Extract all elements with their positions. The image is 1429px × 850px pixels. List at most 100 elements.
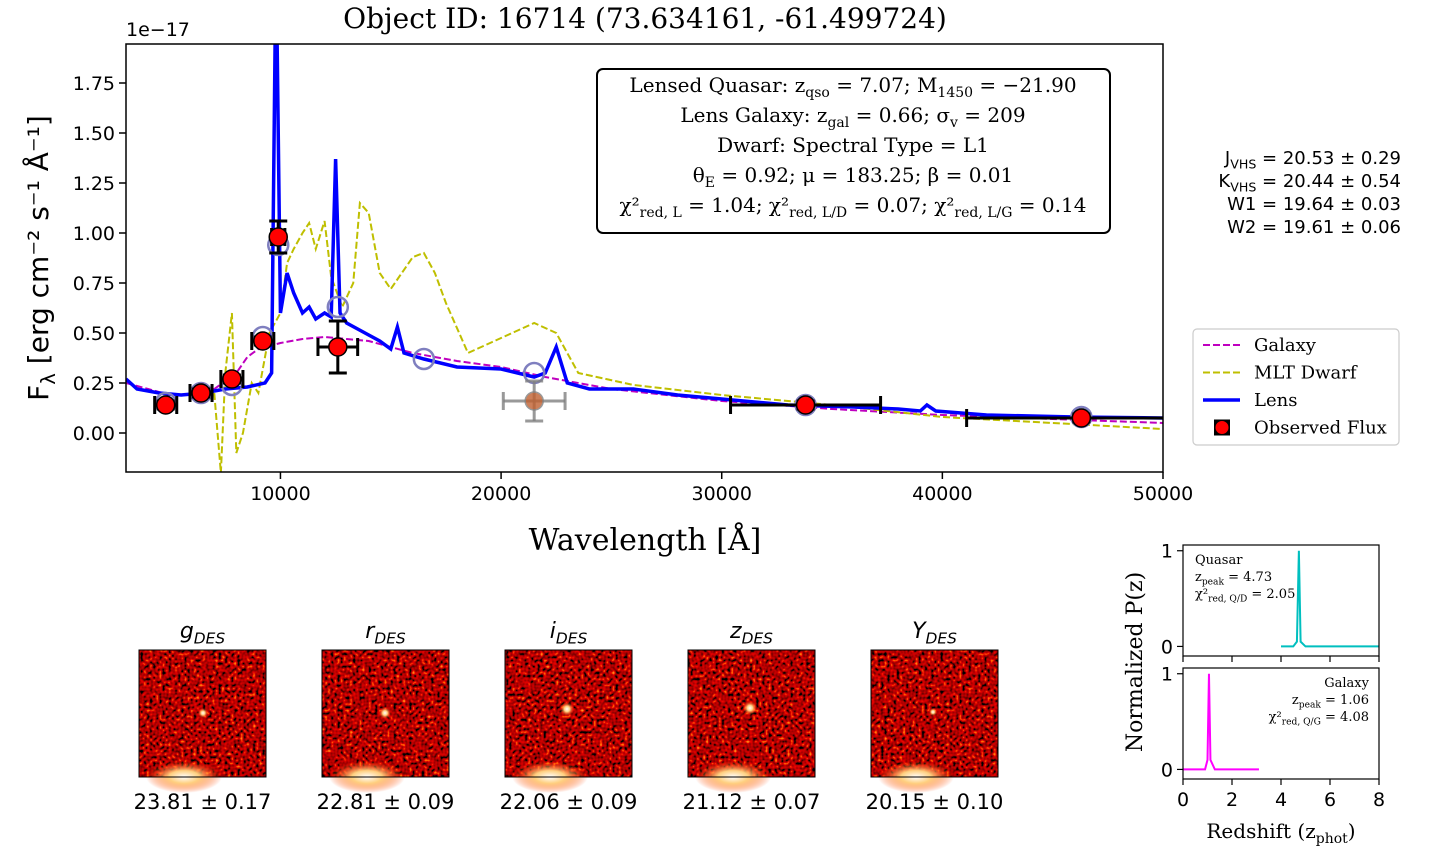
text-part: = 7.07; M (830, 73, 938, 97)
x-tick-label: 50000 (1133, 483, 1193, 505)
cutout-source (379, 707, 391, 719)
y-tick-label: 1.50 (73, 123, 115, 145)
data-point (1071, 408, 1092, 428)
text-part: [erg cm⁻² s⁻¹ Å⁻¹] (21, 115, 55, 373)
cutout-frame (870, 649, 999, 778)
band-label: YDES (912, 619, 957, 648)
model-point (326, 295, 350, 319)
text-part: r (365, 619, 376, 644)
y-axis-label: Normalized P(z) (1123, 572, 1148, 752)
data-point (524, 391, 544, 411)
text-part: peak (1202, 577, 1225, 587)
data-point (222, 369, 242, 389)
data-point (253, 331, 273, 351)
pz-annotation: Quasar (1195, 553, 1243, 568)
text-part: red, L/D (789, 205, 847, 221)
text-part: = 0.92; μ = 183.25; β = 0.01 (715, 163, 1013, 187)
x-tick-label: 2 (1226, 789, 1238, 811)
y-tick-label: 1 (1161, 541, 1173, 563)
pz-annotation: zpeak = 1.06 (1292, 693, 1369, 710)
text-part: χ² (1269, 710, 1282, 725)
pz-annotation: Galaxy (1324, 676, 1369, 691)
text-part: z (1195, 570, 1202, 585)
text-part: red, Q/D (1208, 594, 1247, 604)
text-part: z (729, 619, 742, 644)
pz-curve (1281, 550, 1379, 648)
text-part: = −21.90 (973, 73, 1077, 97)
text-part: DES (742, 630, 774, 648)
x-tick-label: 20000 (471, 483, 531, 505)
y-axis-label: Fλ [erg cm⁻² s⁻¹ Å⁻¹] (21, 115, 60, 401)
text-part: DES (374, 630, 406, 648)
x-tick-label: 40000 (912, 483, 972, 505)
annotation-line: χ²red, L = 1.04; χ²red, L/D = 0.07; χ²re… (620, 193, 1087, 221)
cutout-source (929, 708, 937, 716)
cutout-frame (321, 649, 450, 778)
text-part: J (1224, 148, 1230, 169)
text-part: z (1292, 693, 1299, 708)
annotation-line: Lensed Quasar: zqso = 7.07; M1450 = −21.… (629, 73, 1076, 101)
text-part: = 0.07; χ² (847, 193, 954, 217)
pz-annotation: zpeak = 4.73 (1195, 570, 1272, 587)
line-series (126, 335, 1163, 424)
plot-frame (125, 43, 1164, 473)
text-part: = 20.53 ± 0.29 (1256, 148, 1401, 169)
y-tick-label: 0.00 (73, 423, 115, 445)
text-part: λ (37, 373, 60, 385)
x-axis-label: Redshift (zphot) (1206, 819, 1355, 847)
y-tick-label: 1.00 (73, 223, 115, 245)
text-part: = 4.73 (1224, 570, 1272, 585)
magnitude-text: W1 = 19.64 ± 0.03 (1227, 194, 1401, 215)
legend-swatch (1214, 420, 1230, 435)
annotation-line: θE = 0.92; μ = 183.25; β = 0.01 (693, 163, 1014, 191)
text-part: = 20.44 ± 0.54 (1256, 171, 1401, 192)
x-tick-label: 8 (1373, 789, 1385, 811)
text-part: = 0.14 (1012, 193, 1086, 217)
magnitude-text: JVHS = 20.53 ± 0.29 (1224, 148, 1401, 172)
text-part: red, L (640, 205, 682, 221)
cutout-magnitude: 23.81 ± 0.17 (134, 790, 272, 814)
text-part: χ² (1195, 587, 1208, 602)
text-part: θ (693, 163, 705, 187)
chart-title: Object ID: 16714 (73.634161, -61.499724) (343, 2, 947, 35)
cutout-source (560, 702, 574, 716)
data-point (795, 395, 816, 415)
text-part: g (180, 619, 194, 644)
text-part: VHS (1230, 180, 1256, 195)
x-tick-label: 6 (1324, 789, 1336, 811)
x-tick-label: 10000 (250, 483, 310, 505)
text-part: = 209 (958, 103, 1026, 127)
model-point (412, 347, 436, 371)
text-part: DES (556, 630, 588, 648)
offset-text: 1e−17 (126, 19, 190, 41)
text-part: Lensed Quasar: z (629, 73, 805, 97)
text-part: F (22, 385, 55, 401)
data-point (155, 395, 176, 415)
annotation-line: Lens Galaxy: zgal = 0.66; σv = 209 (680, 103, 1025, 131)
text-part: DES (194, 630, 226, 648)
legend-label: Galaxy (1254, 335, 1317, 356)
data-point (191, 383, 211, 403)
text-part: Y (912, 619, 927, 644)
y-tick-label: 1 (1161, 664, 1173, 686)
text-part: = 4.08 (1321, 710, 1369, 725)
magnitude-text: W2 = 19.61 ± 0.06 (1227, 217, 1401, 238)
plot-area (126, 44, 1163, 472)
legend-label: Observed Flux (1254, 418, 1387, 439)
text-part: red, L/G (954, 205, 1012, 221)
pz-curve (1183, 673, 1259, 771)
text-part: Dwarf: Spectral Type = L1 (717, 133, 989, 157)
y-tick-label: 0 (1161, 759, 1173, 781)
cutout-magnitude: 20.15 ± 0.10 (866, 790, 1004, 814)
cutout-source (743, 701, 757, 715)
text-part: peak (1299, 700, 1322, 710)
cutout-source (198, 708, 208, 718)
text-part: Lens Galaxy: z (680, 103, 827, 127)
cutout-magnitude: 22.81 ± 0.09 (317, 790, 455, 814)
cutout-frame (504, 649, 633, 778)
band-label: iDES (550, 619, 588, 648)
legend-box (1192, 328, 1400, 446)
text-part: Redshift (z (1206, 819, 1315, 843)
x-tick-label: 30000 (691, 483, 751, 505)
